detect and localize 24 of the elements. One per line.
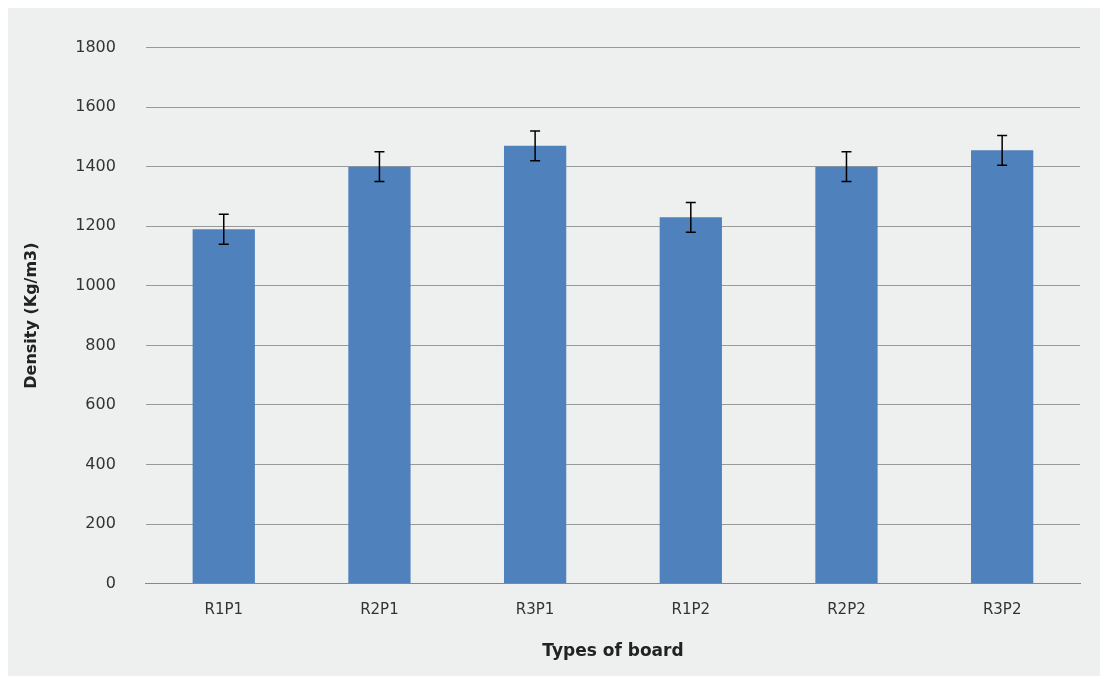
- x-tick-label: R1P1: [204, 600, 244, 619]
- x-axis-title: Types of board: [542, 640, 684, 661]
- bar: [659, 217, 722, 584]
- x-tick-label: R3P2: [982, 600, 1022, 619]
- y-tick-label: 600: [85, 394, 116, 414]
- y-axis-title: Density (Kg/m3): [20, 242, 40, 389]
- bar: [348, 166, 411, 584]
- y-tick-label: 1200: [75, 215, 116, 235]
- y-tick-label: 800: [85, 334, 116, 354]
- y-tick-label: 0: [105, 572, 116, 592]
- bar: [815, 166, 878, 584]
- x-tick-label: R2P1: [360, 600, 399, 619]
- y-tick-label: 400: [85, 453, 116, 473]
- y-tick-label: 1000: [75, 274, 116, 294]
- bar: [192, 229, 255, 584]
- x-tick-label: R2P2: [827, 600, 866, 619]
- y-tick-label: 1400: [75, 155, 116, 175]
- x-tick-label: R3P1: [515, 600, 555, 619]
- y-tick-label: 1600: [75, 96, 116, 116]
- bar: [503, 145, 567, 584]
- y-tick-label: 200: [85, 513, 116, 533]
- bar: [971, 150, 1034, 584]
- y-tick-label: 1800: [75, 36, 116, 56]
- x-tick-label: R1P2: [671, 600, 711, 619]
